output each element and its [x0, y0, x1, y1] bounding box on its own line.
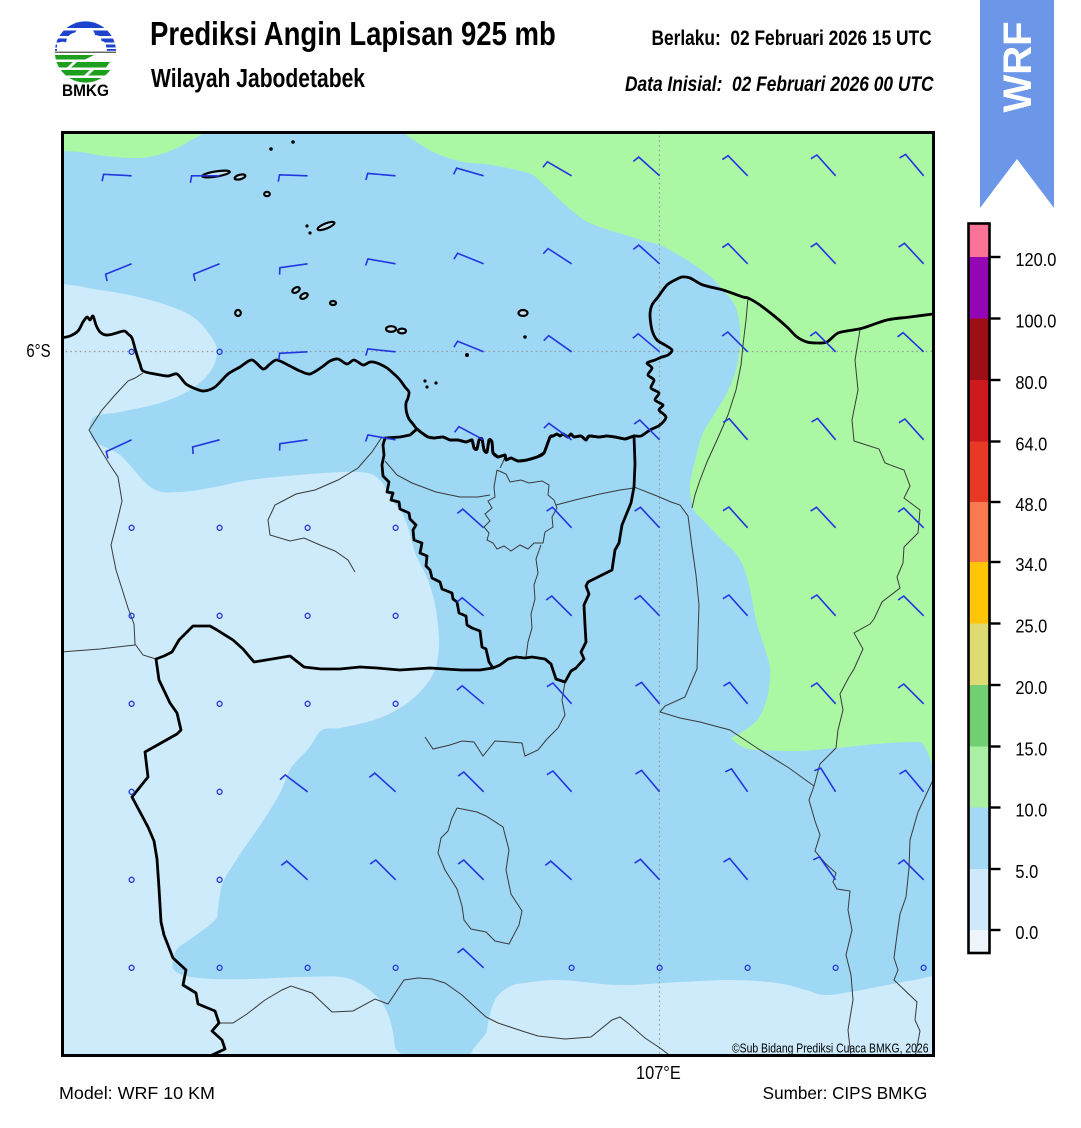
svg-text:BMKG: BMKG	[62, 81, 109, 100]
svg-text:48.0: 48.0	[1015, 494, 1047, 515]
svg-text:80.0: 80.0	[1015, 372, 1047, 393]
svg-text:100.0: 100.0	[1015, 310, 1056, 331]
svg-text:20.0: 20.0	[1015, 677, 1047, 698]
svg-text:15.0: 15.0	[1015, 738, 1047, 759]
svg-text:25.0: 25.0	[1015, 615, 1047, 636]
svg-text:10.0: 10.0	[1015, 799, 1047, 820]
svg-text:WRF: WRF	[996, 21, 1040, 112]
svg-text:5.0: 5.0	[1015, 861, 1038, 882]
svg-text:34.0: 34.0	[1015, 554, 1047, 575]
svg-text:64.0: 64.0	[1015, 433, 1047, 454]
svg-text:©Sub Bidang Prediksi Cuaca BMK: ©Sub Bidang Prediksi Cuaca BMKG, 2026	[732, 1041, 929, 1056]
svg-text:120.0: 120.0	[1015, 249, 1056, 270]
svg-text:0.0: 0.0	[1015, 922, 1038, 943]
